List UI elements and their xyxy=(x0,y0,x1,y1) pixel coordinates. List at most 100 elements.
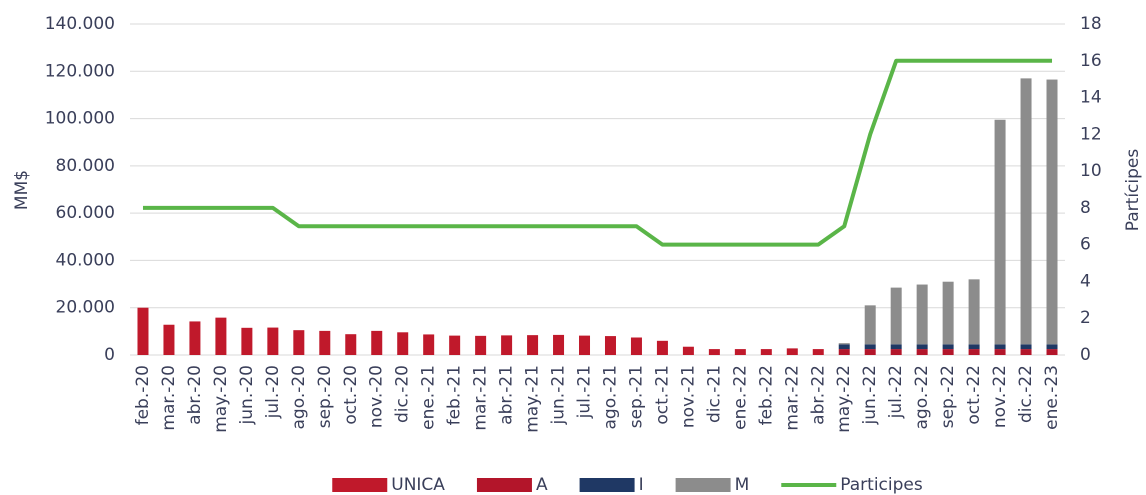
bar-segment xyxy=(838,349,850,355)
x-tick-label: mar.-22 xyxy=(782,365,802,431)
y2-tick-label: 2 xyxy=(1080,308,1091,328)
x-tick-label: ago.-22 xyxy=(912,365,932,429)
bar-segment xyxy=(864,349,876,355)
bar-segment xyxy=(1020,349,1032,355)
x-tick-label: abr.-22 xyxy=(808,365,828,425)
bar-segment xyxy=(604,336,616,355)
x-tick-label: jul.-20 xyxy=(263,365,283,419)
bar-segment xyxy=(215,317,227,355)
bar-segment xyxy=(656,340,668,355)
bar-segment xyxy=(916,349,928,355)
x-tick-label: jul.-21 xyxy=(575,365,595,419)
legend-label: A xyxy=(536,475,548,495)
line xyxy=(142,58,1053,247)
bar-segment xyxy=(786,348,798,355)
bar-segment xyxy=(968,344,980,350)
y-tick-label: 80.000 xyxy=(56,156,115,176)
legend-swatch xyxy=(332,478,388,492)
bar-segment xyxy=(968,279,980,345)
x-tick-label: dic.-20 xyxy=(393,365,413,423)
y-tick-label: 140.000 xyxy=(45,14,115,34)
y-tick-label: 40.000 xyxy=(56,250,115,270)
bar-segment xyxy=(968,349,980,355)
bar-segment xyxy=(864,305,876,345)
bar-segment xyxy=(319,330,331,355)
bar-segment xyxy=(1020,344,1032,350)
y-tick-label: 120.000 xyxy=(45,61,115,81)
bar-segment xyxy=(942,344,954,350)
x-tick-label: nov.-21 xyxy=(678,365,698,428)
x-tick-label: jul.-22 xyxy=(886,365,906,419)
legend-label: UNICA xyxy=(391,475,445,495)
bar-segment xyxy=(942,349,954,355)
x-tick-label: may.-20 xyxy=(211,365,231,433)
x-tick-label: ene.-21 xyxy=(419,365,439,430)
y-tick-label: 0 xyxy=(104,345,115,365)
x-tick-label: may.-22 xyxy=(834,365,854,433)
y2-tick-label: 12 xyxy=(1080,124,1102,144)
x-tick-label: abr.-21 xyxy=(497,365,517,425)
x-tick-label: mar.-21 xyxy=(471,365,491,431)
x-tick-label: feb.-22 xyxy=(756,365,776,425)
bar-segment xyxy=(397,332,409,355)
legend-swatch xyxy=(579,478,635,492)
bar-segment xyxy=(890,349,902,355)
legend-label: I xyxy=(639,475,644,495)
bar-segment xyxy=(1020,78,1032,345)
y2-tick-label: 6 xyxy=(1080,235,1091,255)
y-tick-label: 100.000 xyxy=(45,109,115,129)
bar-segment xyxy=(267,327,279,355)
bar-segment xyxy=(501,335,513,355)
bar-segment xyxy=(371,330,383,355)
x-tick-label: feb.-20 xyxy=(133,365,153,425)
x-tick-label: ago.-21 xyxy=(600,365,620,429)
bar-segment xyxy=(890,287,902,345)
bar-segment xyxy=(708,349,720,355)
x-tick-label: oct.-22 xyxy=(964,365,984,425)
x-tick-label: jun.-20 xyxy=(237,365,257,425)
y-tick-label: 20.000 xyxy=(56,298,115,318)
bar-segment xyxy=(527,335,539,355)
bar-segment xyxy=(838,344,850,350)
bar-segment xyxy=(189,321,201,355)
x-tick-label: abr.-20 xyxy=(185,365,205,425)
x-tick-label: ene.-22 xyxy=(730,365,750,430)
y2-axis-label: Partícipes xyxy=(1123,149,1143,232)
y2-tick-label: 16 xyxy=(1080,51,1102,71)
legend-label: Participes xyxy=(840,475,923,495)
x-tick-label: nov.-22 xyxy=(990,365,1010,428)
bar-segment xyxy=(345,334,357,355)
legend-label: M xyxy=(735,475,750,495)
bar-segment xyxy=(241,327,253,355)
bar-segment xyxy=(942,281,954,345)
x-tick-label: sep.-22 xyxy=(938,365,958,428)
bar-segment xyxy=(994,344,1006,350)
x-tick-label: dic.-21 xyxy=(704,365,724,423)
bar-segment xyxy=(734,349,746,355)
x-tick-label: sep.-21 xyxy=(626,365,646,428)
bar-segment xyxy=(838,343,850,345)
bar-segment xyxy=(864,344,876,350)
bar-segment xyxy=(916,344,928,350)
x-tick-label: nov.-20 xyxy=(367,365,387,428)
x-tick-label: oct.-21 xyxy=(652,365,672,425)
bar-segment xyxy=(475,335,487,355)
y-tick-label: 60.000 xyxy=(56,203,115,223)
x-tick-label: jun.-22 xyxy=(860,365,880,425)
bar-segment xyxy=(994,349,1006,355)
x-tick-label: sep.-20 xyxy=(315,365,335,428)
x-tick-label: may.-21 xyxy=(523,365,543,433)
bar-segment xyxy=(760,349,772,355)
bar-segment xyxy=(916,284,928,345)
bar-segment xyxy=(137,307,149,355)
y2-tick-label: 10 xyxy=(1080,161,1102,181)
x-tick-label: jun.-21 xyxy=(549,365,569,425)
x-tick-label: ene.-23 xyxy=(1042,365,1062,430)
bar-segment xyxy=(812,349,824,355)
bar-segment xyxy=(449,335,461,355)
bar-segment xyxy=(163,324,175,355)
bar-segment xyxy=(890,344,902,350)
y2-tick-label: 18 xyxy=(1080,14,1102,34)
bar-segment xyxy=(630,337,642,355)
